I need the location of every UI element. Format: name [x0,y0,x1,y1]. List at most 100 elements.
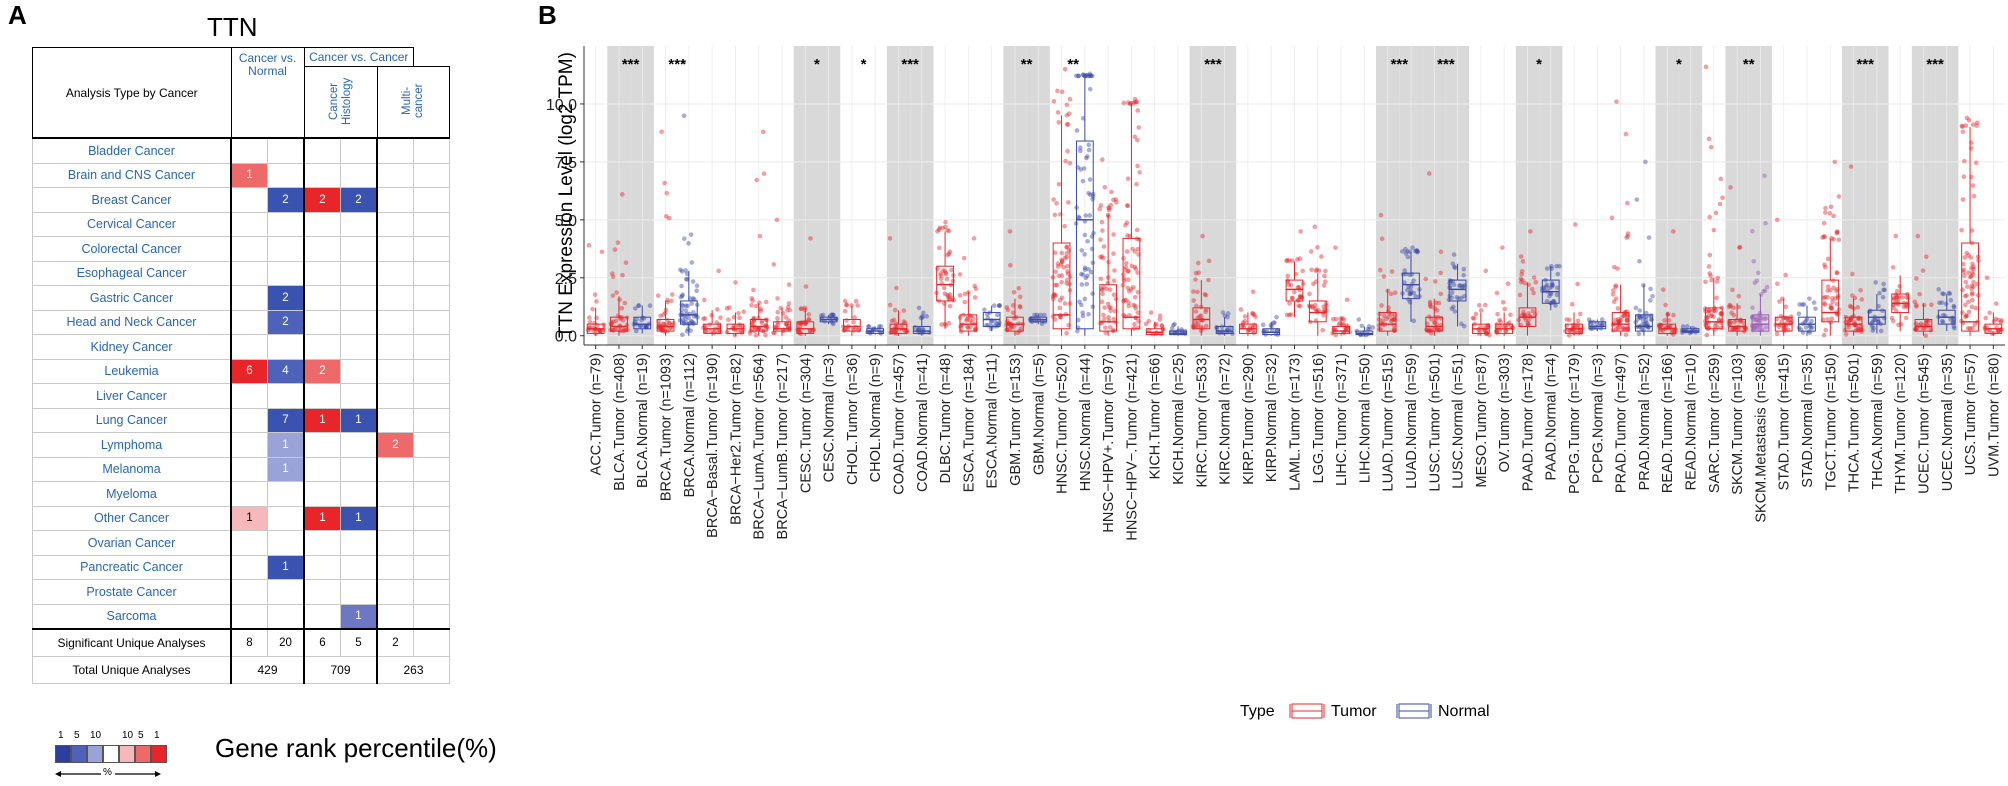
rank-cell [376,579,414,605]
cancer-type-label: Other Cancer [32,505,232,531]
data-point [1121,312,1126,318]
data-point [1085,273,1090,279]
data-point [851,319,856,325]
data-point [1567,317,1572,323]
data-point [1053,293,1059,298]
rank-cell: 2 [303,358,341,384]
data-point [702,316,708,321]
data-point [1055,264,1061,269]
data-point [1703,64,1709,70]
data-point [1288,312,1294,317]
data-point [1737,319,1743,324]
data-point [936,227,942,233]
rank-cell: 1 [340,505,378,531]
x-tick-label: HNSC.Normal (n=44) [1078,353,1094,491]
data-point [755,326,761,332]
data-point [1831,285,1836,291]
data-point [1615,319,1621,325]
data-point [760,129,766,135]
data-point [1706,136,1712,142]
data-point [1843,332,1849,337]
rank-cell [340,285,378,311]
data-point [1058,262,1064,267]
data-point [1313,268,1319,274]
data-point [798,306,804,312]
data-point [1948,297,1954,303]
x-tick-label: READ.Normal (n=10) [1684,353,1700,490]
data-point [1191,289,1196,294]
data-point [1075,328,1080,334]
data-point [1193,270,1199,276]
data-point [1643,314,1648,320]
data-point [943,270,948,276]
data-point [717,322,722,328]
data-point [1832,159,1838,165]
data-point [1065,271,1071,277]
table-row: Liver Cancer [32,383,450,409]
data-point [1970,325,1975,331]
data-point [1051,197,1056,202]
data-point [724,306,730,311]
rank-cell [340,456,378,482]
data-point [936,245,942,251]
data-point [1751,317,1757,323]
data-point [1846,319,1852,325]
data-point [1774,331,1780,337]
data-point [1609,215,1615,221]
box-7 [747,129,770,338]
data-point [1797,302,1802,307]
data-point [1625,233,1631,239]
data-point [901,308,907,313]
y-axis-label: TTN Expression Level (log2 TPM) [556,52,577,338]
box-iqr [1402,272,1420,300]
data-point [1498,319,1503,325]
table-row: Head and Neck Cancer 2 [32,309,450,335]
data-point [1964,293,1969,298]
x-tick-label: KIRC.Tumor (n=533) [1194,353,1210,487]
data-point [1429,316,1434,322]
rank-cell: 2 [267,309,305,335]
data-point [1055,88,1060,94]
data-point [1665,311,1671,317]
data-point [1038,312,1043,318]
data-point [1135,290,1141,295]
data-point [1411,318,1417,324]
rank-cell [340,530,378,556]
data-point [1807,324,1813,329]
data-point [1011,315,1017,321]
x-tick-label: STAD.Tumor (n=415) [1777,353,1793,490]
data-point [1067,281,1072,287]
data-point [1088,269,1094,275]
data-point [1109,189,1114,195]
rank-cell [413,432,450,458]
data-point [694,288,699,294]
box-iqr [1961,242,1979,332]
data-point [1870,320,1875,325]
data-point [1821,332,1827,338]
data-point [1084,72,1090,78]
legend-swatch [151,745,167,763]
data-point [736,311,741,316]
box-33 [1354,317,1376,338]
data-point [1894,296,1899,301]
data-point [1461,266,1467,272]
data-point [1484,323,1490,329]
data-point [610,271,615,276]
data-point [733,280,738,285]
cancer-type-label: Myeloma [32,481,232,507]
data-point [1897,284,1902,289]
rank-cell [230,579,268,605]
data-point [1971,279,1976,285]
x-tick-label: ESCA.Normal (n=11) [985,353,1001,489]
cancer-type-label: Colorectal Cancer [32,236,232,262]
data-point [1915,233,1921,239]
box-iqr [1611,312,1630,332]
data-point [1996,328,2001,334]
data-point [997,303,1002,308]
data-point [1613,283,1619,288]
data-point [1132,249,1138,254]
data-point [1848,317,1853,322]
data-point [665,297,670,303]
data-point [965,325,971,331]
data-point [1056,120,1062,125]
